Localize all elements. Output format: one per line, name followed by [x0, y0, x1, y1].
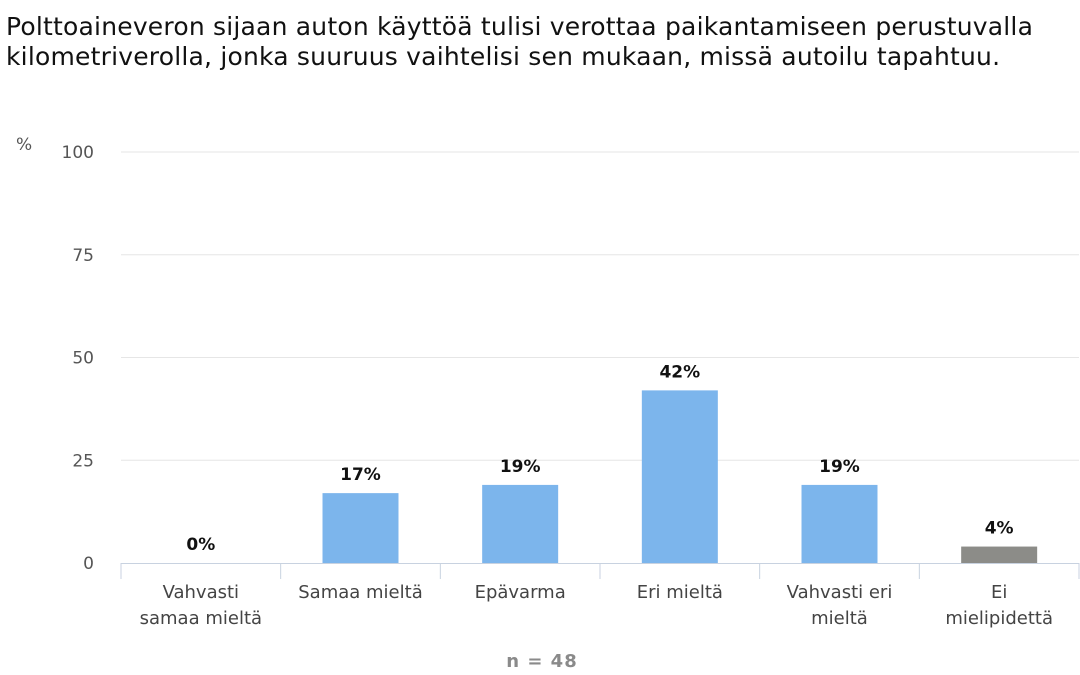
data-label: 0% — [186, 535, 215, 555]
y-tick-label: 0 — [83, 554, 94, 574]
chart-title: Polttoaineveron sijaan auton käyttöä tul… — [6, 12, 1034, 71]
bar — [641, 390, 718, 563]
bar — [482, 484, 559, 563]
x-category-label: Epävarma — [475, 582, 566, 603]
y-tick-label: 100 — [62, 143, 94, 163]
x-category-label: Vahvasti eri mieltä — [787, 582, 893, 629]
x-axis: Vahvasti samaa mieltä Samaa mieltä Epävarma… — [120, 563, 1080, 629]
y-axis-unit-label: % — [16, 135, 32, 155]
data-label: 17% — [340, 465, 381, 485]
gridlines — [121, 151, 1079, 461]
bar — [801, 484, 878, 563]
y-tick-label: 50 — [72, 349, 94, 369]
y-tick-label: 75 — [72, 246, 94, 266]
x-category-label: Ei mielipidettä — [945, 582, 1053, 629]
data-label: 19% — [819, 457, 860, 477]
bar — [961, 546, 1038, 563]
data-label: 19% — [500, 457, 541, 477]
y-axis: % 0 25 50 75 100 — [16, 135, 94, 574]
data-labels: 0% 17% 19% 42% 19% 4% — [186, 362, 1013, 555]
data-label: 42% — [659, 362, 700, 382]
y-tick-label: 25 — [72, 451, 94, 471]
x-category-label: Eri mieltä — [637, 582, 723, 603]
x-category-label: Vahvasti samaa mieltä — [140, 582, 262, 629]
bar — [322, 493, 399, 563]
sample-size-label: n = 48 — [506, 651, 577, 672]
x-category-label: Samaa mieltä — [298, 582, 422, 603]
bars — [322, 390, 1038, 563]
data-label: 4% — [985, 519, 1014, 539]
